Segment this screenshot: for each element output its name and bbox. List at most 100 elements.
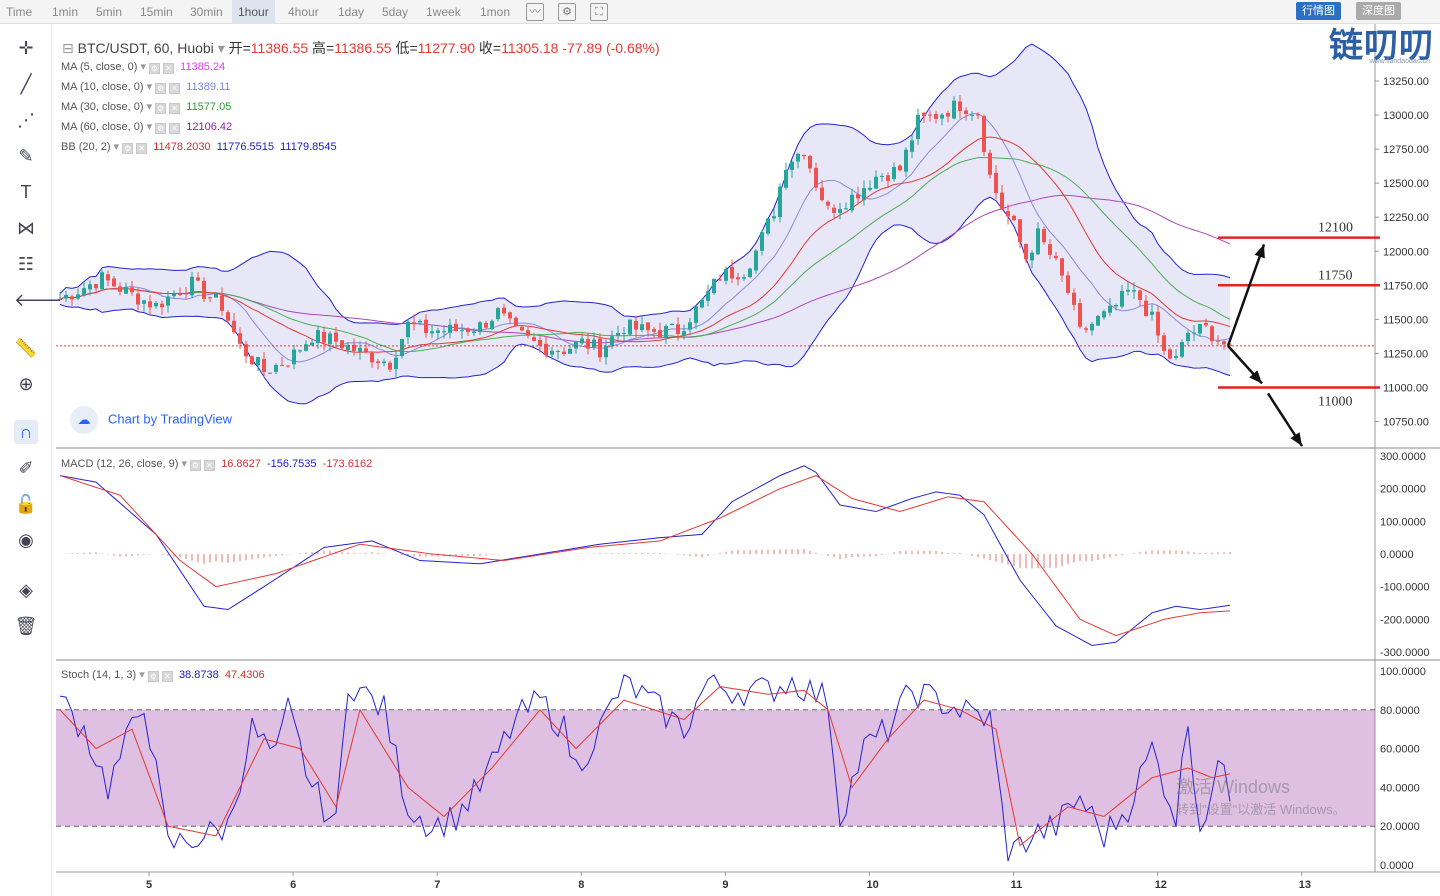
timeframe-1week[interactable]: 1week [426, 5, 461, 19]
settings-gear-icon[interactable]: ⚙ [558, 3, 576, 21]
trend-line-icon[interactable]: ╱ [20, 74, 32, 94]
candle-body [340, 340, 344, 349]
stoch-name: Stoch (14, 1, 3) [61, 669, 137, 681]
time-tick-label: 10 [867, 879, 879, 891]
tradingview-credit[interactable]: ☁ Chart by TradingView [70, 406, 232, 434]
candle-body [1126, 289, 1130, 292]
candle-body [88, 284, 92, 290]
timeframe-1day[interactable]: 1day [338, 5, 365, 19]
candle-body [850, 194, 854, 211]
candle-body [1210, 326, 1214, 342]
candle-body [574, 341, 578, 349]
lock-icon[interactable]: 🔓 [14, 494, 38, 514]
timeframe-1hour[interactable]: 1hour [232, 0, 275, 24]
remove-icon[interactable]: ✕ [161, 671, 173, 682]
settings-icon[interactable]: ⚙ [122, 143, 134, 154]
price-tick-label: 12500.00 [1383, 178, 1429, 190]
candle-body [1198, 323, 1202, 334]
settings-icon[interactable]: ⚙ [155, 83, 167, 94]
view-kline-button[interactable]: 行情图 [1296, 2, 1341, 20]
price-tick-label: 11750.00 [1383, 280, 1428, 292]
eye-icon[interactable]: ◉ [18, 530, 34, 550]
candle-body [688, 322, 692, 330]
pattern-icon[interactable]: ⋈ [17, 218, 35, 238]
remove-icon[interactable]: ✕ [163, 63, 175, 74]
remove-icon[interactable]: ✕ [136, 143, 148, 154]
timeframe-1min[interactable]: 1min [52, 5, 79, 19]
ma10-value: 11389.11 [186, 81, 231, 93]
candle-body [544, 343, 548, 356]
remove-icon[interactable]: ✕ [169, 103, 181, 114]
candle-body [418, 320, 422, 323]
candle-body [172, 293, 176, 297]
candle-body [286, 365, 290, 367]
drawing-toolbar: ✛ ╱ ⋰ ✎ T ⋈ ☷ 🡐 📏 ⊕ ∩ ✐ 🔓 ◉ ◈ 🗑 [0, 24, 63, 896]
candle-body [1138, 290, 1142, 300]
time-tick-label: 11 [1011, 879, 1023, 891]
timeframe-5min[interactable]: 5min [96, 5, 123, 19]
candle-body [880, 176, 884, 178]
open-value: 11386.55 [250, 40, 309, 56]
candle-body [466, 328, 470, 333]
candle-body [1186, 332, 1190, 341]
settings-icon[interactable]: ⚙ [147, 671, 159, 682]
candle-body [490, 320, 494, 330]
candle-body [280, 365, 284, 367]
magnet-icon[interactable]: ∩ [14, 420, 38, 444]
ma10-line [59, 113, 1231, 363]
macd-tick-label: -200.0000 [1380, 614, 1430, 626]
crosshair-icon[interactable]: ✛ [18, 38, 34, 58]
open-label: 开= [228, 40, 251, 56]
candle-body [442, 331, 446, 333]
view-depth-button[interactable]: 深度图 [1356, 2, 1401, 20]
settings-icon[interactable]: ⚙ [189, 460, 201, 471]
candle-body [100, 272, 104, 290]
time-tick-label: 5 [146, 879, 152, 891]
layers-icon[interactable]: ◈ [19, 580, 33, 600]
settings-icon[interactable]: ⚙ [149, 63, 161, 74]
fib-tool-icon[interactable]: ⋰ [17, 110, 35, 130]
candle-body [202, 280, 206, 299]
settings-icon[interactable]: ⚙ [155, 103, 167, 114]
legend-ma60: MA (60, close, 0) ▾ ⚙ ✕ 12106.42 [61, 121, 233, 134]
remove-icon[interactable]: ✕ [203, 460, 215, 471]
settings-icon[interactable]: ⚙ [155, 123, 167, 134]
collapse-icon[interactable]: ⊟ [62, 40, 74, 56]
timeframe-4hour[interactable]: 4hour [288, 5, 319, 19]
brush-icon[interactable]: ✎ [18, 146, 34, 166]
candle-body [676, 324, 680, 335]
timeframe-15min[interactable]: 15min [140, 5, 173, 19]
timeframe-5day[interactable]: 5day [382, 5, 409, 19]
zoom-in-icon[interactable]: ⊕ [18, 374, 34, 394]
trash-icon[interactable]: 🗑 [14, 616, 38, 636]
back-arrow-icon[interactable]: 🡐 [14, 290, 63, 310]
brand-url: www.liandaodao.cn [1369, 58, 1430, 65]
text-tool-icon[interactable]: T [20, 182, 32, 202]
timeframe-30min[interactable]: 30min [190, 5, 223, 19]
timeframe-Time[interactable]: Time [6, 5, 33, 19]
candle-body [898, 165, 902, 171]
bollinger-upper-line [59, 43, 1231, 325]
legend-ma5: MA (5, close, 0) ▾ ⚙ ✕ 11385.24 [61, 61, 226, 74]
ruler-icon[interactable]: 📏 [14, 338, 38, 358]
chart-type-icon[interactable]: 〰 [526, 3, 544, 21]
candle-body [718, 279, 722, 281]
level-label-12100: 12100 [1318, 221, 1353, 236]
lock-pencil-icon[interactable]: ✐ [18, 458, 34, 478]
time-tick-label: 9 [722, 879, 728, 891]
candle-body [430, 331, 434, 334]
candle-body [184, 293, 188, 295]
time-tick-label: 6 [290, 879, 296, 891]
stoch-k-line [59, 674, 1231, 862]
price-tick-label: 11000.00 [1383, 382, 1428, 394]
prediction-icon[interactable]: ☷ [17, 254, 35, 274]
candle-body [316, 330, 320, 344]
remove-icon[interactable]: ✕ [169, 83, 181, 94]
timeframe-1mon[interactable]: 1mon [480, 5, 511, 19]
candle-body [550, 350, 554, 355]
macd-tick-label: -100.0000 [1380, 582, 1430, 594]
time-tick-label: 8 [578, 879, 584, 891]
remove-icon[interactable]: ✕ [169, 123, 181, 134]
fullscreen-icon[interactable]: ⛶ [590, 3, 608, 21]
